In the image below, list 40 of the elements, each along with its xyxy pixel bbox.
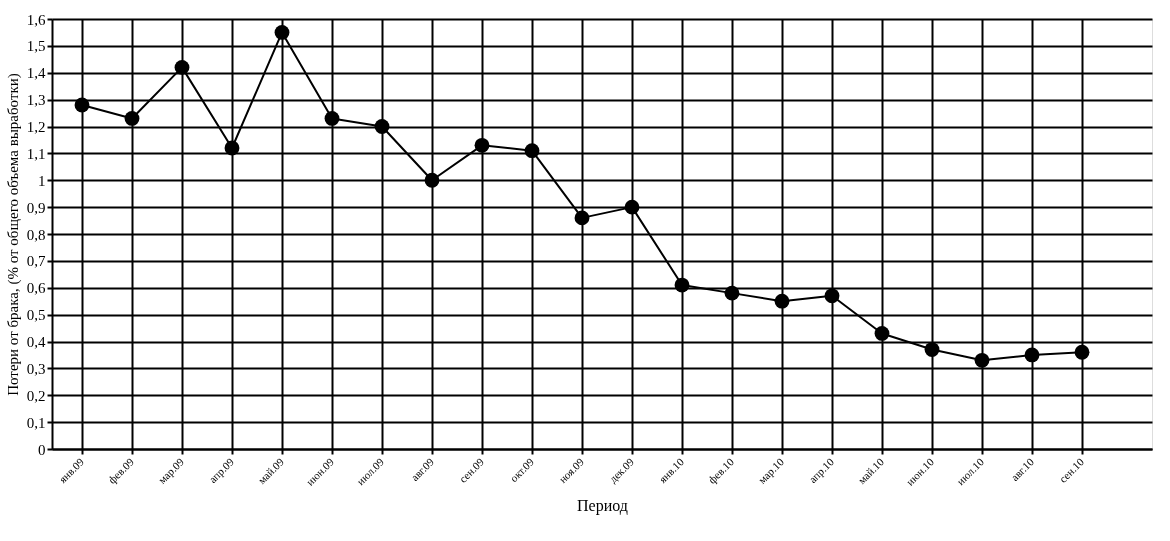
y-axis-title: Потери от брака, (% от общего объема выработки) <box>4 73 22 396</box>
point <box>924 342 940 357</box>
point <box>374 119 390 134</box>
point <box>474 137 490 153</box>
point <box>124 111 140 126</box>
y-tick-label: 0,8 <box>26 226 46 243</box>
y-tick-label: 1,3 <box>26 92 46 109</box>
y-tick-label: 0,4 <box>26 334 46 350</box>
y-tick-label: 1 <box>38 172 46 189</box>
point <box>574 210 590 226</box>
point <box>774 293 790 309</box>
point <box>324 111 340 126</box>
point <box>274 25 290 40</box>
y-tick-label: 0,9 <box>26 199 46 216</box>
y-tick-label: 1,1 <box>26 145 46 162</box>
y-tick-label: 1,4 <box>26 65 46 82</box>
point <box>74 97 90 113</box>
y-tick-label: 0,1 <box>26 414 46 431</box>
point <box>824 288 840 304</box>
point <box>524 143 540 159</box>
point <box>674 277 690 293</box>
point <box>724 285 740 301</box>
y-tick-label: 1,6 <box>26 11 46 28</box>
point <box>874 326 890 341</box>
point <box>974 352 990 368</box>
y-tick-label: 0,3 <box>26 360 46 377</box>
y-tick-label: 0,5 <box>26 307 46 324</box>
point <box>624 199 640 215</box>
point <box>224 140 240 156</box>
point <box>174 59 190 75</box>
y-tick-label: 0,7 <box>26 253 46 270</box>
y-tick-label: 1,5 <box>26 38 46 55</box>
point <box>424 172 440 188</box>
point <box>1024 347 1040 363</box>
x-axis-title: Период <box>577 496 628 515</box>
y-tick-label: 0 <box>38 441 46 458</box>
y-tick-label: 0,2 <box>26 387 46 404</box>
point <box>1074 344 1090 360</box>
y-tick-label: 0,6 <box>26 280 46 297</box>
y-tick-label: 1,2 <box>26 119 46 135</box>
